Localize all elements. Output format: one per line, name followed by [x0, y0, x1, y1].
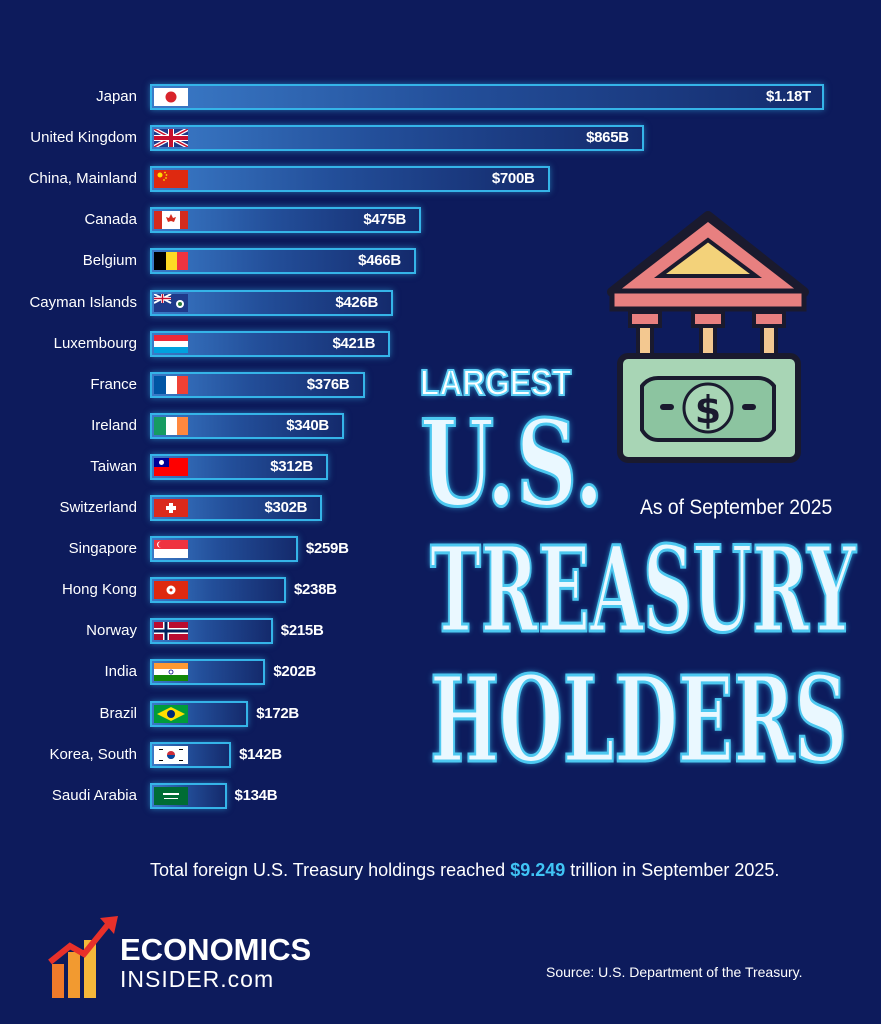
bar	[150, 412, 345, 439]
category-label: Hong Kong	[61, 581, 137, 599]
value-label: $340B	[286, 416, 329, 434]
bar	[150, 166, 550, 193]
note-before: Total foreign U.S. Treasury holdings rea…	[150, 860, 511, 880]
bar	[150, 536, 298, 563]
category-label: Japan	[96, 88, 137, 105]
value-label: $142B	[239, 745, 282, 763]
title-us: U.S.	[419, 393, 605, 535]
saudi-flag	[154, 786, 188, 805]
category-label: Norway	[86, 622, 137, 640]
category-label: Brazil	[99, 704, 137, 722]
category-label: Taiwan	[90, 457, 137, 475]
category-label: Canada	[84, 211, 137, 229]
luxembourg-flag	[154, 334, 188, 353]
category-label: Luxembourg	[53, 334, 137, 352]
bar	[150, 577, 286, 604]
total-holdings-note: Total foreign U.S. Treasury holdings rea…	[150, 860, 779, 881]
ireland-flag	[154, 416, 188, 435]
bar	[150, 84, 824, 110]
bar	[150, 700, 249, 727]
bar	[150, 248, 417, 275]
bar	[150, 289, 394, 316]
note-highlight: $9.249	[510, 860, 566, 880]
bar	[150, 618, 273, 645]
chart-subtitle: As of September 2025	[640, 496, 833, 519]
bar	[150, 125, 645, 152]
note-after: trillion in September 2025.	[565, 860, 780, 880]
uk-flag	[154, 129, 188, 148]
title-largest: LARGEST	[419, 361, 572, 404]
switzerland-flag	[154, 499, 188, 517]
value-label: $259B	[305, 540, 349, 558]
taiwan-flag	[154, 457, 188, 476]
norway-flag	[154, 622, 188, 641]
category-label: Switzerland	[59, 499, 137, 516]
category-label: India	[104, 663, 137, 681]
value-label: $1.18T	[766, 88, 811, 105]
growth-chart-icon	[48, 916, 118, 998]
bar	[150, 659, 266, 686]
cayman-flag	[154, 293, 188, 312]
bar	[150, 782, 227, 809]
category-label: Singapore	[68, 540, 137, 558]
value-label: $215B	[280, 622, 324, 640]
value-label: $865B	[586, 129, 629, 147]
bar	[150, 330, 391, 357]
economics-insider-logo: ECONOMICS INSIDER.com	[48, 912, 312, 1002]
category-label: Korea, South	[49, 745, 137, 763]
value-label: $475B	[363, 211, 407, 229]
bar	[150, 453, 329, 480]
bar	[150, 207, 422, 234]
belgium-flag	[154, 252, 188, 271]
source-note: Source: U.S. Department of the Treasury.	[546, 964, 803, 980]
category-label: United Kingdom	[30, 129, 137, 147]
value-label: $700B	[491, 170, 535, 188]
value-label: $202B	[273, 663, 317, 681]
svg-text:$: $	[695, 388, 721, 432]
bar	[150, 371, 365, 398]
logo-line2: INSIDER.com	[120, 966, 275, 992]
category-label: Cayman Islands	[29, 293, 137, 311]
value-label: $376B	[306, 375, 350, 393]
china-flag	[154, 170, 188, 189]
category-label: France	[90, 375, 137, 393]
category-label: China, Mainland	[28, 170, 137, 188]
canada-flag	[154, 211, 188, 230]
value-label: $172B	[256, 704, 299, 722]
value-label: $426B	[335, 293, 379, 311]
category-label: Belgium	[82, 252, 137, 270]
france-flag	[154, 375, 188, 394]
india-flag	[154, 663, 188, 682]
value-label: $302B	[264, 499, 308, 516]
value-label: $466B	[358, 252, 401, 270]
category-label: Ireland	[91, 416, 137, 434]
bar	[150, 741, 232, 768]
hongkong-flag	[154, 581, 188, 600]
title-treasury: TREASURY	[429, 519, 857, 661]
category-label: Saudi Arabia	[51, 786, 137, 804]
japan-flag	[154, 88, 188, 106]
logo-line1: ECONOMICS	[120, 932, 312, 967]
brazil-flag	[154, 704, 188, 723]
bar	[150, 495, 323, 521]
korea-flag	[154, 745, 188, 764]
value-label: $238B	[293, 581, 337, 599]
value-label: $421B	[332, 334, 376, 352]
title-holders: HOLDERS	[429, 649, 848, 791]
singapore-flag	[154, 540, 188, 559]
value-label: $134B	[234, 786, 278, 804]
value-label: $312B	[270, 457, 313, 475]
